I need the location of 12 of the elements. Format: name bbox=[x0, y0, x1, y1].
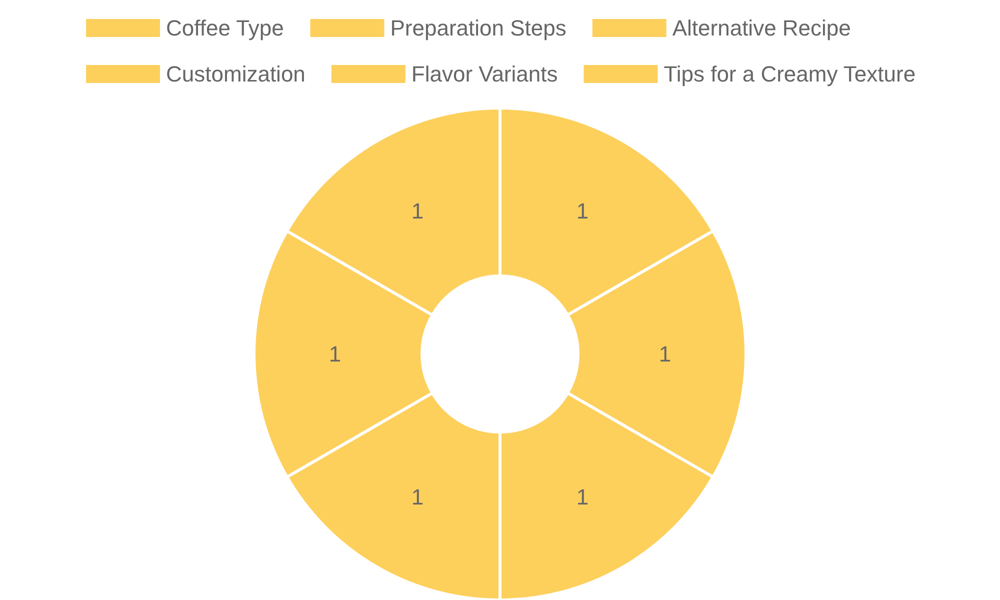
data-label: 1 bbox=[658, 342, 672, 366]
legend-label: Customization bbox=[166, 62, 306, 86]
data-label: 1 bbox=[411, 484, 424, 510]
data-label: 1 bbox=[328, 342, 342, 366]
legend-label: Preparation Steps bbox=[390, 16, 566, 40]
legend-label: Flavor Variants bbox=[411, 62, 558, 86]
data-label: 1 bbox=[411, 198, 424, 224]
legend-label: Coffee Type bbox=[166, 16, 284, 40]
legend-label: Alternative Recipe bbox=[672, 16, 851, 40]
data-label: 1 bbox=[576, 198, 589, 224]
data-label: 1 bbox=[576, 484, 589, 510]
legend-label: Tips for a Creamy Texture bbox=[664, 62, 916, 86]
